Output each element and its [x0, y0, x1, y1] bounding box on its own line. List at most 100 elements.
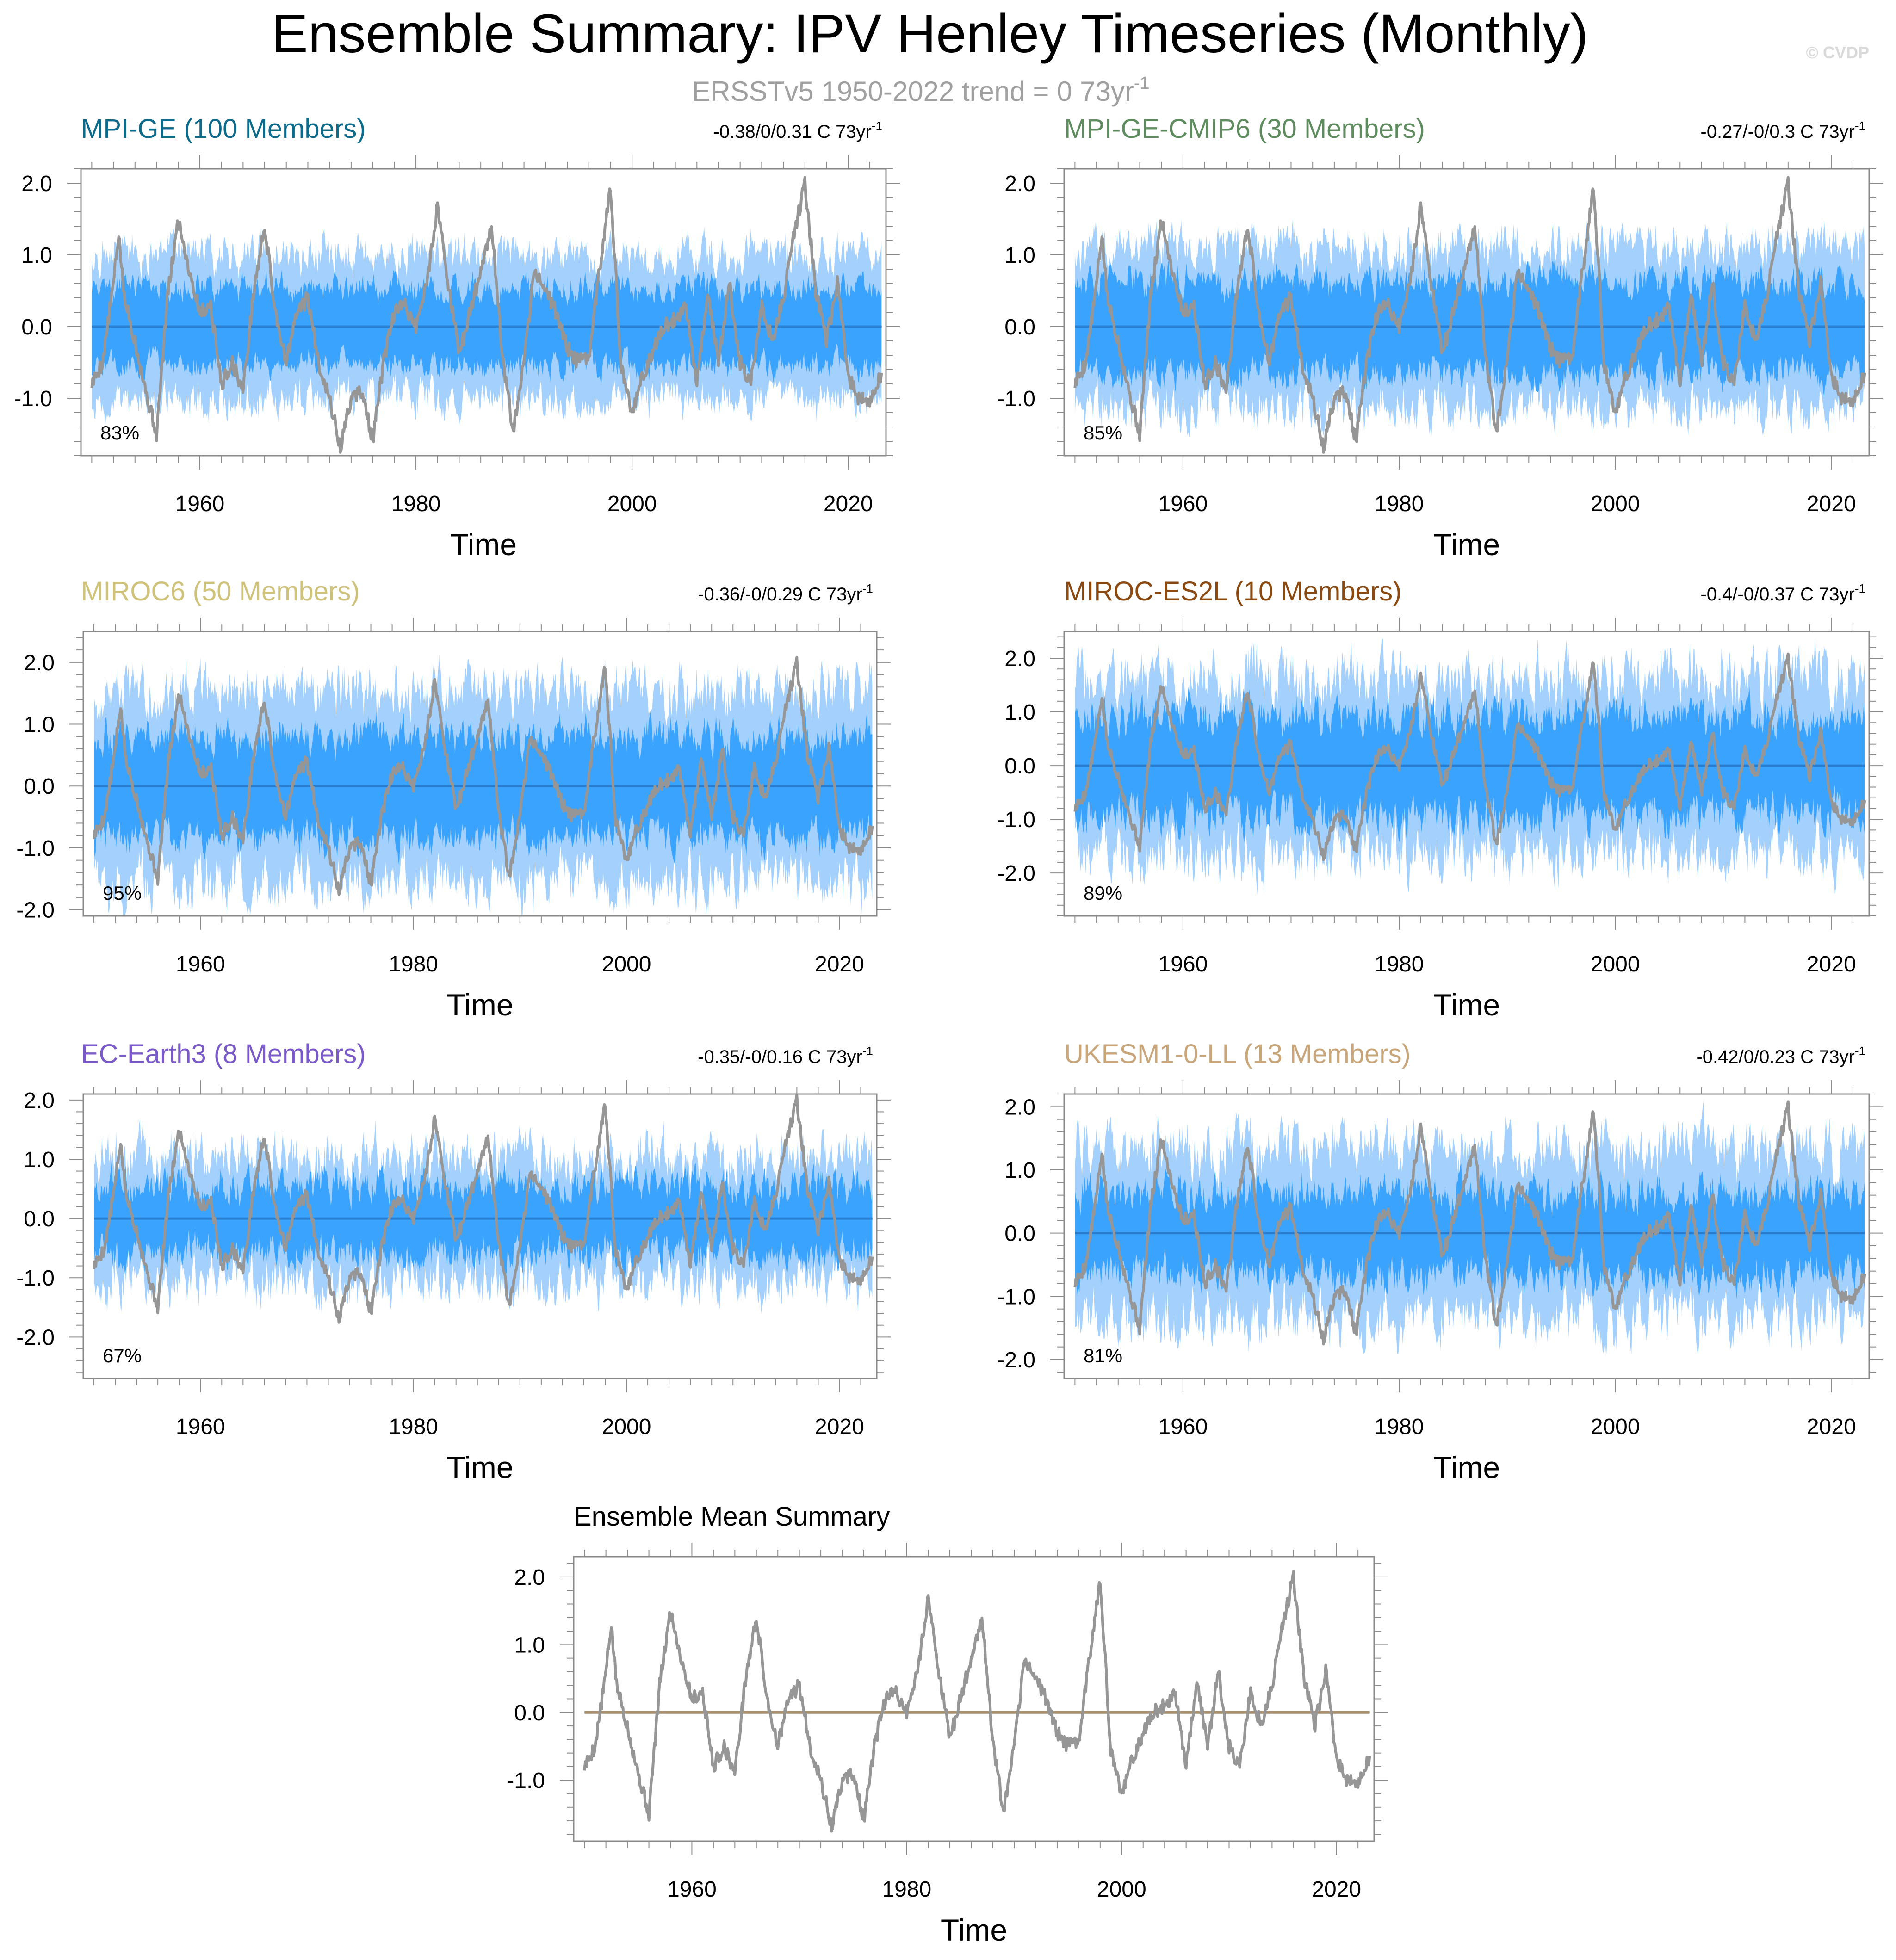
trend-range-text: -0.36/-0/0.29 C 73yr-1	[698, 581, 873, 605]
x-tick-label: 1980	[391, 492, 441, 516]
y-tick-label: 0.0	[24, 774, 55, 799]
percent-within-spread-label: 85%	[1084, 422, 1122, 444]
y-tick-label: 2.0	[24, 651, 55, 675]
plot-area	[93, 1094, 874, 1324]
percent-within-spread-label: 89%	[1084, 882, 1122, 904]
plot-area	[1073, 635, 1866, 896]
figure-subtitle: ERSSTv5 1950-2022 trend = 0 73yr-1	[692, 74, 1149, 107]
percent-within-spread-label: 67%	[103, 1345, 142, 1366]
panel-mpi-ge-cmip6: -1.0 0.0 1.0 2.0 1960 1980 2000 2020 Time MPI-GE-…	[997, 114, 1883, 562]
y-tick-label: 1.0	[24, 713, 55, 737]
panel-title: MIROC6 (50 Members)	[81, 576, 360, 606]
y-tick-label: 1.0	[24, 1148, 55, 1172]
y-tick-label: 1.0	[1004, 243, 1035, 268]
x-tick-label: 2020	[1807, 492, 1856, 516]
inner-spread-band	[94, 711, 873, 866]
trend-range-text: -0.35/-0/0.16 C 73yr-1	[698, 1044, 873, 1067]
trend-range-value: -0.38/0/0.31 C 73yr	[713, 122, 871, 142]
trend-range-exponent: -1	[1855, 581, 1865, 595]
trend-range-text: -0.42/0/0.23 C 73yr-1	[1696, 1044, 1865, 1067]
y-tick-label: -2.0	[997, 861, 1035, 886]
y-tick-label: 2.0	[21, 172, 52, 196]
percent-within-spread-label: 83%	[100, 422, 139, 444]
x-tick-label: 1960	[175, 492, 225, 516]
observed-series-line	[93, 1094, 874, 1324]
x-tick-label: 2020	[815, 952, 864, 977]
x-tick-label: 1960	[1159, 952, 1208, 977]
x-tick-label: 1960	[1159, 1415, 1208, 1439]
axes-frame	[1063, 631, 1870, 917]
y-tick-label: -1.0	[16, 1266, 55, 1291]
x-axis-title: Time	[1433, 988, 1500, 1022]
y-tick-label: 2.0	[1004, 172, 1035, 196]
x-tick-label: 2020	[815, 1415, 864, 1439]
plot-area	[1073, 176, 1866, 454]
panel-ukesm1-0-ll: -2.0 -1.0 0.0 1.0 2.0 1960 1980 2000 2020 Time UKE…	[997, 1039, 1883, 1484]
x-tick-label: 2000	[602, 1415, 651, 1439]
trend-range-value: -0.4/-0/0.37 C 73yr	[1700, 584, 1855, 605]
figure-subtitle-text: ERSSTv5 1950-2022 trend = 0 73yr	[692, 76, 1134, 107]
x-tick-label: 1960	[1159, 492, 1208, 516]
y-tick-label: 2.0	[24, 1088, 55, 1113]
inner-spread-band	[1075, 1163, 1865, 1300]
x-axis-title: Time	[446, 1450, 513, 1484]
trend-range-value: -0.36/-0/0.29 C 73yr	[698, 584, 862, 605]
figure-subtitle-exponent: -1	[1134, 74, 1150, 93]
y-tick-label: 0.0	[514, 1701, 545, 1725]
trend-range-text: -0.27/-0/0.3 C 73yr-1	[1700, 119, 1865, 142]
y-tick-label: -1.0	[16, 836, 55, 861]
x-tick-label: 1980	[389, 952, 438, 977]
y-tick-label: -2.0	[16, 898, 55, 923]
y-tick-label: -1.0	[997, 808, 1035, 832]
x-axis-title: Time	[1433, 1450, 1500, 1484]
y-tick-label: 1.0	[514, 1633, 545, 1657]
trend-range-exponent: -1	[1855, 119, 1865, 133]
x-axis-title: Time	[941, 1913, 1007, 1947]
axes-frame	[1063, 1093, 1870, 1379]
panel-title: UKESM1-0-LL (13 Members)	[1064, 1039, 1411, 1069]
y-tick-label: 0.0	[24, 1207, 55, 1231]
trend-range-exponent: -1	[862, 1044, 873, 1058]
x-axis-title: Time	[1433, 527, 1500, 562]
x-tick-label: 1980	[1375, 952, 1424, 977]
cvdp-credit: © CVDP	[1806, 43, 1869, 62]
y-tick-label: 2.0	[1004, 647, 1035, 671]
percent-within-spread-label: 81%	[1084, 1345, 1122, 1366]
observed-series-line	[90, 176, 883, 454]
panel-ensemble-mean: -1.0 0.0 1.0 2.0 1960 1980 2000 2020 Time Ensembl…	[507, 1502, 1388, 1947]
x-tick-label: 2000	[1591, 492, 1640, 516]
observed-series-line	[1073, 652, 1866, 861]
x-tick-label: 1980	[1375, 1415, 1424, 1439]
x-tick-label: 1980	[389, 1415, 438, 1439]
plot-area	[1073, 1100, 1866, 1358]
x-axis-title: Time	[446, 988, 513, 1022]
y-tick-label: -2.0	[997, 1348, 1035, 1373]
x-tick-label: 2000	[1591, 952, 1640, 977]
y-tick-label: 0.0	[21, 315, 52, 340]
x-tick-label: 1980	[1375, 492, 1424, 516]
trend-range-exponent: -1	[872, 119, 882, 133]
y-tick-label: 1.0	[1004, 1158, 1035, 1183]
observed-series-line	[93, 656, 874, 896]
panel-mpi-ge: -1.0 0.0 1.0 2.0 1960 1980 2000 2020 Time MPI-GE …	[14, 114, 900, 562]
y-tick-label: 2.0	[514, 1565, 545, 1590]
y-tick-label: -1.0	[997, 1285, 1035, 1309]
x-tick-label: 1960	[176, 952, 225, 977]
panel-ec-earth3: -2.0 -1.0 0.0 1.0 2.0 1960 1980 2000 2020 Time EC-…	[16, 1039, 891, 1484]
panel-miroc6: -2.0 -1.0 0.0 1.0 2.0 1960 1980 2000 2020 Time MIR…	[16, 576, 891, 1022]
axes-frame	[82, 1093, 878, 1379]
panel-miroc-es2l: -2.0 -1.0 0.0 1.0 2.0 1960 1980 2000 2020 Time MIR…	[997, 576, 1883, 1022]
x-tick-label: 2020	[1807, 1415, 1856, 1439]
trend-range-exponent: -1	[1855, 1044, 1865, 1058]
trend-range-value: -0.27/-0/0.3 C 73yr	[1700, 122, 1855, 142]
panel-title: EC-Earth3 (8 Members)	[81, 1039, 366, 1069]
x-tick-label: 2020	[1312, 1877, 1361, 1902]
percent-within-spread-label: 95%	[103, 882, 142, 904]
trend-range-text: -0.4/-0/0.37 C 73yr-1	[1700, 581, 1865, 605]
y-tick-label: 1.0	[21, 243, 52, 268]
trend-range-exponent: -1	[862, 581, 873, 595]
x-tick-label: 2000	[607, 492, 657, 516]
trend-range-text: -0.38/0/0.31 C 73yr-1	[713, 119, 882, 142]
y-tick-label: 0.0	[1004, 315, 1035, 340]
